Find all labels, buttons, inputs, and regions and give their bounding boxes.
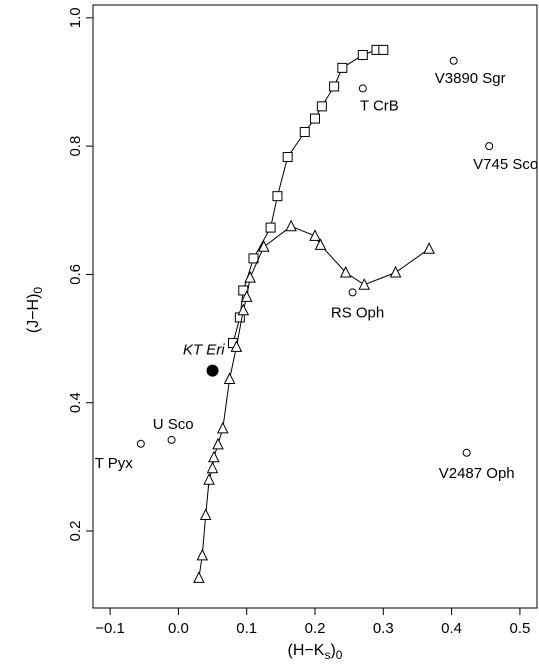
triangle-marker: [423, 242, 435, 254]
nova-label: T Pyx: [95, 455, 134, 472]
triangle-marker: [237, 303, 250, 316]
open-star-marker: [136, 439, 145, 448]
nova-point: U Sco: [153, 416, 194, 444]
x-axis-ticks: −0.1 0.0 0.1 0.2 0.3 0.4 0.5: [95, 608, 530, 637]
triangle-marker: [212, 437, 224, 450]
triangle-marker: [285, 219, 297, 232]
open-star-marker: [462, 448, 471, 457]
y-tick-label: 0.2: [67, 521, 84, 542]
y-tick-label: 0.4: [67, 392, 84, 413]
triangle-marker: [389, 265, 402, 278]
open-star-marker: [449, 56, 458, 65]
triangle-marker: [339, 265, 352, 278]
square-marker: [272, 191, 283, 202]
square-marker: [378, 44, 389, 55]
open-star-marker: [167, 435, 176, 444]
open-star-marker: [358, 84, 367, 93]
x-tick-label: −0.1: [95, 620, 125, 637]
x-tick-label: 0.1: [236, 620, 257, 637]
y-tick-label: 0.6: [67, 264, 84, 285]
square-marker: [337, 62, 348, 73]
nova-point: RS Oph: [331, 288, 384, 321]
square-marker: [282, 152, 293, 163]
y-axis-title: (J−H)0: [25, 287, 45, 334]
square-marker: [299, 127, 310, 138]
square-marker: [316, 101, 327, 112]
square-marker: [265, 222, 276, 233]
y-tick-label: 1.0: [67, 7, 84, 28]
nova-label: V2487 Oph: [439, 465, 515, 482]
triangle-marker: [206, 461, 219, 474]
plot-frame: [92, 4, 538, 609]
open-star-marker: [348, 288, 357, 297]
triangle-marker: [223, 372, 236, 384]
y-axis-ticks: 0.2 0.4 0.6 0.8 1.0: [67, 7, 93, 541]
nova-label: V3890 Sgr: [435, 70, 506, 87]
open-star-marker: [485, 142, 494, 151]
nova-point: V745 Sco: [473, 142, 538, 173]
triangle-track: [193, 219, 435, 583]
square-track: [228, 44, 389, 349]
nova-point: T CrB: [358, 84, 399, 114]
square-marker: [248, 253, 259, 264]
nova-label: KT Eri: [183, 342, 225, 359]
series-layer: [193, 44, 435, 583]
triangle-marker: [230, 340, 243, 352]
nova-point: V2487 Oph: [439, 448, 515, 482]
x-tick-label: 0.3: [373, 620, 394, 637]
square-marker: [357, 50, 368, 61]
square-marker: [310, 113, 320, 124]
triangle-marker: [196, 548, 209, 561]
x-tick-label: 0.2: [305, 620, 326, 637]
triangle-marker: [309, 229, 321, 241]
triangle-marker: [314, 238, 327, 250]
stars-layer: V3890 Sgr T CrB V745 Sco RS Oph KT Eri U Sco T…: [95, 56, 538, 482]
y-tick-label: 0.8: [67, 136, 84, 157]
triangle-marker: [203, 473, 215, 485]
nova-label: U Sco: [153, 416, 194, 433]
triangle-marker: [216, 421, 229, 434]
triangle-track-line: [198, 225, 430, 578]
triangle-marker: [240, 290, 253, 302]
triangle-marker: [193, 571, 205, 583]
nova-label: V745 Sco: [473, 156, 538, 173]
nova-label: T CrB: [360, 97, 399, 114]
nova-point: T Pyx: [95, 439, 145, 472]
triangle-marker: [208, 450, 220, 463]
x-tick-label: 0.4: [441, 620, 462, 637]
x-tick-label: 0.0: [168, 620, 189, 637]
x-axis-title: (H−Ks)0: [288, 642, 343, 662]
triangle-marker: [257, 240, 270, 252]
filled-star-marker: [206, 364, 219, 377]
square-track-line: [232, 49, 384, 344]
nova-label: RS Oph: [331, 304, 384, 321]
nova-point: V3890 Sgr: [435, 56, 506, 87]
nova-point: KT Eri: [183, 342, 225, 377]
x-tick-label: 0.5: [509, 620, 530, 637]
triangle-marker: [244, 270, 256, 283]
square-marker: [329, 81, 340, 92]
triangle-marker: [358, 278, 371, 290]
triangle-marker: [199, 508, 212, 520]
